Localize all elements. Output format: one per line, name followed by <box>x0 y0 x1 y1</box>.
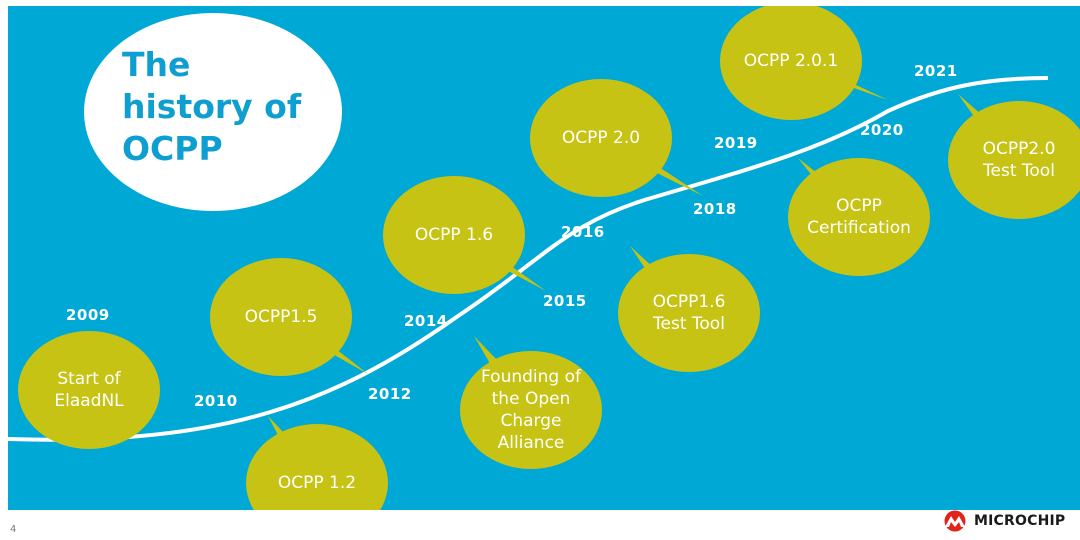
timeline-slide: The history of OCPP Start of ElaadNL OCPP… <box>8 6 1080 510</box>
milestone-bubble-ocpp-1-5: OCPP1.5 <box>210 258 352 376</box>
logo-text: MICROCHIP <box>974 513 1066 529</box>
milestone-bubble-ocpp-1-6-test-tool: OCPP1.6 Test Tool <box>618 254 760 372</box>
milestone-bubble-ocpp-2-0: OCPP 2.0 <box>530 79 672 197</box>
year-label: 2019 <box>714 134 758 152</box>
microchip-logo: MICROCHIP <box>940 510 1065 532</box>
timeline-curve <box>8 76 1049 442</box>
milestone-label: Founding of the Open Charge Alliance <box>481 367 581 453</box>
milestone-bubble-elaadnl: Start of ElaadNL <box>18 331 160 449</box>
milestone-bubble-oca: Founding of the Open Charge Alliance <box>460 351 602 469</box>
year-label: 2020 <box>860 121 904 139</box>
milestone-label: OCPP 1.6 <box>414 225 494 245</box>
title-ellipse <box>84 13 342 211</box>
year-label: 2009 <box>66 306 110 324</box>
slide-title: The history of OCPP <box>122 44 301 170</box>
milestone-label: Start of ElaadNL <box>54 369 124 411</box>
title-line: history of <box>122 87 302 126</box>
milestone-bubble-ocpp-1-6: OCPP 1.6 <box>383 176 525 294</box>
milestone-label: OCPP1.5 <box>244 307 318 327</box>
title-line: OCPP <box>122 129 223 168</box>
year-label: 2014 <box>404 312 448 330</box>
year-label: 2021 <box>914 62 958 80</box>
year-label: 2018 <box>693 200 737 218</box>
year-label: 2016 <box>561 223 605 241</box>
milestone-bubble-ocpp-1-2: OCPP 1.2 <box>246 424 388 510</box>
milestone-label: OCPP 2.0.1 <box>743 51 839 71</box>
year-label: 2012 <box>368 385 412 403</box>
page-number: 4 <box>10 524 17 535</box>
milestone-bubble-ocpp-2-0-test-tool: OCPP2.0 Test Tool <box>948 101 1080 219</box>
milestone-label: OCPP2.0 Test Tool <box>982 139 1056 181</box>
milestone-label: OCPP 2.0 <box>561 128 641 148</box>
milestone-label: OCPP Certification <box>807 196 911 238</box>
year-label: 2010 <box>194 392 238 410</box>
year-label: 2015 <box>543 292 587 310</box>
title-line: The <box>122 45 191 84</box>
milestone-bubble-ocpp-2-0-1: OCPP 2.0.1 <box>720 6 862 120</box>
milestone-label: OCPP1.6 Test Tool <box>652 292 726 334</box>
microchip-logo-icon <box>944 510 966 532</box>
milestone-label: OCPP 1.2 <box>277 473 357 493</box>
milestone-bubble-ocpp-certification: OCPP Certification <box>788 158 930 276</box>
